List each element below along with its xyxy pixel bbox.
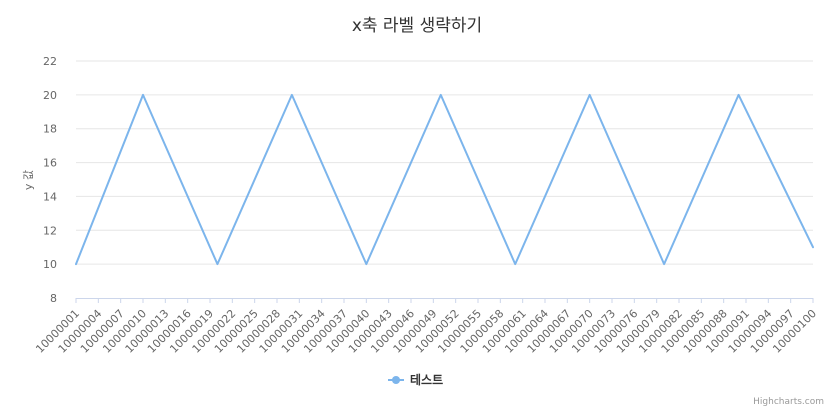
- x-axis: 1000000110000004100000071000001010000013…: [33, 298, 819, 356]
- data-point[interactable]: [215, 262, 219, 266]
- chart-title: x축 라벨 생략하기: [352, 16, 482, 36]
- data-point[interactable]: [141, 93, 145, 97]
- legend-marker-icon: [392, 376, 400, 384]
- y-axis-title: y 값: [22, 170, 35, 190]
- y-tick-label: 8: [50, 292, 57, 305]
- data-point[interactable]: [290, 93, 294, 97]
- series-group: [74, 93, 815, 266]
- y-tick-label: 16: [43, 157, 57, 170]
- y-grid: [76, 60, 813, 265]
- y-tick-label: 20: [43, 89, 57, 102]
- data-point[interactable]: [811, 245, 815, 249]
- y-tick-label: 14: [43, 190, 57, 203]
- data-point[interactable]: [588, 93, 592, 97]
- data-point[interactable]: [513, 262, 517, 266]
- legend-label[interactable]: 테스트: [410, 373, 443, 387]
- y-tick-label: 10: [43, 258, 57, 271]
- data-point[interactable]: [439, 93, 443, 97]
- y-tick-label: 22: [43, 55, 57, 68]
- series-line[interactable]: [75, 93, 814, 266]
- data-point[interactable]: [737, 93, 741, 97]
- data-point[interactable]: [662, 262, 666, 266]
- credits-link[interactable]: Highcharts.com: [753, 397, 824, 407]
- legend[interactable]: 테스트: [388, 373, 443, 387]
- y-tick-label: 18: [43, 123, 57, 136]
- y-axis-ticks: 8 10 12 14 16 18 20 22: [43, 55, 57, 305]
- data-point[interactable]: [364, 262, 368, 266]
- data-point[interactable]: [74, 262, 78, 266]
- y-tick-label: 12: [43, 224, 57, 237]
